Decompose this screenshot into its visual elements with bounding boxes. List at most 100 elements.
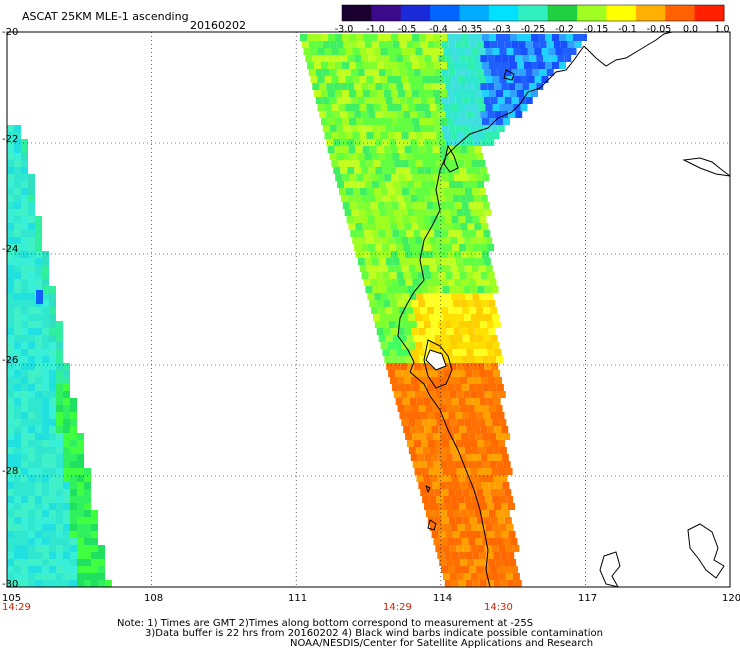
swath-cell — [480, 426, 488, 433]
swath-cell — [478, 447, 486, 454]
swath-cell — [441, 41, 449, 48]
swath-cell — [408, 104, 416, 111]
swath-cell — [28, 195, 35, 202]
swath-cell — [427, 97, 435, 104]
swath-cell — [470, 181, 478, 188]
swath-cell — [484, 209, 492, 216]
swath-cell — [429, 419, 437, 426]
swath-cell — [439, 300, 447, 307]
swath-cell — [419, 118, 426, 125]
swath-cell — [459, 531, 467, 538]
swath-cell — [389, 349, 397, 356]
swath-cell — [489, 279, 497, 286]
swath-cell — [397, 328, 405, 335]
swath-cell — [462, 489, 470, 496]
swath-cell — [411, 223, 419, 230]
swath-cell — [390, 223, 398, 230]
swath-cell — [487, 139, 495, 146]
swath-cell — [403, 139, 411, 146]
swath-cell — [496, 433, 504, 440]
swath-cell — [474, 251, 482, 258]
swath-cell — [7, 419, 14, 426]
swath-cell — [368, 272, 376, 279]
swath-cell — [49, 566, 56, 573]
swath-cell — [361, 139, 369, 146]
swath-cell — [482, 202, 490, 209]
swath-cell — [378, 41, 386, 48]
swath-cell — [449, 209, 457, 216]
swath-cell — [419, 202, 427, 209]
swath-cell — [498, 573, 506, 580]
swath-cell — [456, 209, 464, 216]
swath-cell — [456, 363, 464, 370]
swath-cell — [457, 132, 465, 139]
swath-cell — [361, 195, 369, 202]
swath-cell — [28, 440, 35, 447]
swath-cell — [42, 433, 49, 440]
swath-cell — [406, 69, 414, 76]
swath-cell — [489, 62, 496, 69]
swath-cell — [368, 83, 376, 90]
swath-cell — [402, 293, 410, 300]
swath-cell — [28, 475, 35, 482]
swath-cell — [383, 300, 391, 307]
swath-cell — [56, 482, 63, 489]
swath-cell — [35, 363, 42, 370]
swath-cell — [35, 489, 42, 496]
swath-cell — [373, 132, 381, 139]
swath-cell — [21, 384, 28, 391]
swath-cell — [21, 209, 28, 216]
lon-label: 108 — [144, 593, 164, 604]
swath-cell — [14, 510, 21, 517]
swath-cell — [84, 531, 91, 538]
swath-cell — [56, 405, 63, 412]
swath-cell — [105, 580, 112, 587]
swath-cell — [329, 97, 337, 104]
swath-cell — [49, 468, 56, 475]
swath-cell — [431, 503, 439, 510]
swath-cell — [499, 419, 507, 426]
swath-cell — [373, 237, 381, 244]
swath-cell — [394, 342, 402, 349]
swath-cell — [350, 230, 358, 237]
swath-cell — [368, 195, 376, 202]
swath-cell — [56, 468, 63, 475]
swath-cell — [77, 566, 84, 573]
swath-cell — [454, 356, 462, 363]
swath-cell — [364, 153, 372, 160]
swath-cell — [453, 146, 461, 153]
swath-cell — [465, 293, 473, 300]
swath-cell — [317, 104, 325, 111]
swath-cell — [56, 412, 63, 419]
swath-cell — [42, 419, 49, 426]
swath-cell — [35, 223, 42, 230]
swath-cell — [49, 580, 56, 587]
swath-cell — [485, 48, 493, 55]
swath-cell — [392, 230, 400, 237]
swath-cell — [49, 391, 56, 398]
swath-cell — [457, 237, 465, 244]
swath-cell — [56, 573, 63, 580]
swath-cell — [353, 216, 361, 223]
swath-cell — [450, 265, 458, 272]
swath-cell — [433, 433, 441, 440]
swath-cell — [480, 454, 488, 461]
swath-cell — [464, 524, 472, 531]
swath-cell — [455, 97, 463, 104]
swath-cell — [7, 503, 14, 510]
swath-cell — [491, 286, 499, 293]
swath-cell — [362, 223, 370, 230]
swath-cell — [70, 545, 77, 552]
swath-cell — [436, 132, 444, 139]
swath-cell — [49, 573, 56, 580]
swath-cell — [445, 272, 453, 279]
swath-cell — [406, 41, 414, 48]
swath-cell — [7, 538, 14, 545]
swath-cell — [489, 538, 497, 545]
swath-cell — [492, 496, 500, 503]
swath-cell — [506, 104, 514, 111]
swath-cell — [42, 496, 49, 503]
swath-cell — [326, 139, 334, 146]
swath-cell — [70, 538, 77, 545]
swath-cell — [35, 573, 42, 580]
